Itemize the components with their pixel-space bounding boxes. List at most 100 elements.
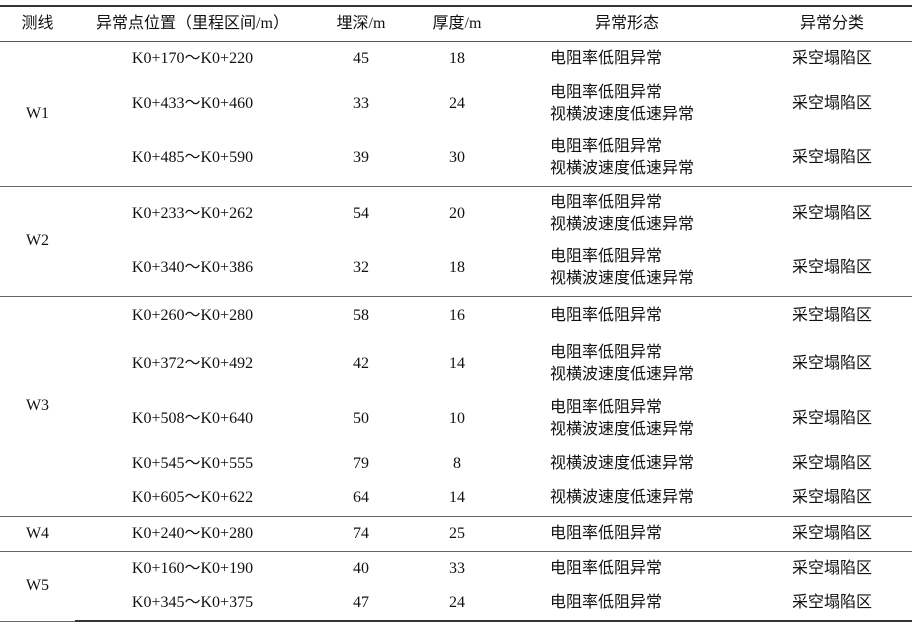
range-cell: K0+233～K0+262 bbox=[131, 204, 254, 222]
thickness-cell: 14 bbox=[449, 354, 465, 372]
depth-cell: 45 bbox=[353, 49, 369, 67]
form-cell: 视横波速度低速异常 bbox=[502, 446, 752, 481]
thickness-cell: 25 bbox=[412, 516, 502, 552]
depth-cell: 54 bbox=[353, 204, 369, 222]
thickness-cell: 30 bbox=[412, 131, 502, 187]
survey-line-cell: W4 bbox=[0, 516, 75, 552]
table-row: K0+508～K0+640 50 10 电阻率低阻异常视横波速度低速异常 采空塌陷区 bbox=[0, 391, 912, 446]
form-text: 电阻率低阻异常 bbox=[550, 248, 663, 266]
form-cell: 电阻率低阻异常视横波速度低速异常 bbox=[502, 241, 752, 297]
table-row: K0+345～K0+375 47 24 电阻率低阻异常 采空塌陷区 bbox=[0, 586, 912, 622]
form-text: 视横波速度低速异常 bbox=[550, 489, 695, 507]
category-cell: 采空塌陷区 bbox=[791, 354, 872, 372]
form-text: 电阻率低阻异常 bbox=[550, 559, 663, 577]
range-cell: K0+605～K0+622 bbox=[75, 481, 310, 517]
table-row: K0+340～K0+386 32 18 电阻率低阻异常 视横波速度低速异常 采空塌陷区 bbox=[0, 241, 912, 297]
form-text: 电阻率低阻异常 bbox=[550, 193, 663, 211]
form-cell: 电阻率低阻异常视横波速度低速异常 bbox=[502, 131, 752, 187]
depth-cell: 50 bbox=[353, 409, 369, 427]
form-text: 视横波速度低速异常 bbox=[550, 160, 695, 178]
depth-cell: 64 bbox=[310, 481, 412, 517]
category-cell: 采空塌陷区 bbox=[791, 204, 872, 222]
category-cell: 采空塌陷区 bbox=[791, 409, 872, 427]
thickness-cell: 18 bbox=[449, 49, 465, 67]
form-cell: 电阻率低阻异常 视横波速度低速异常 bbox=[502, 336, 752, 391]
range-cell: K0+508～K0+640 bbox=[131, 409, 254, 427]
survey-line-cell: W5 bbox=[0, 551, 75, 622]
header-category: 异常分类 bbox=[752, 5, 912, 42]
form-text: 视横波速度低速异常 bbox=[550, 215, 695, 233]
thickness-cell: 33 bbox=[449, 559, 465, 577]
form-cell: 电阻率低阻异常视横波速度低速异常 bbox=[502, 391, 752, 446]
table-row: W2 K0+233～K0+262 54 20 电阻率低阻异常 视横波速度低速异常 采空塌陷区 bbox=[0, 186, 912, 297]
category-cell: 采空塌陷区 bbox=[752, 516, 912, 552]
range-cell: K0+345～K0+375 bbox=[75, 586, 310, 622]
thickness-cell: 8 bbox=[453, 454, 461, 472]
table-row: K0+433～K0+460 33 24 电阻率低阻异常 视横波速度低速异常 采空塌陷区 bbox=[0, 76, 912, 131]
thickness-cell: 16 bbox=[449, 307, 465, 325]
depth-cell: 32 bbox=[310, 241, 412, 297]
form-text: 电阻率低阻异常 bbox=[550, 83, 663, 101]
range-cell: K0+260～K0+280 bbox=[131, 307, 254, 325]
thickness-cell: 14 bbox=[412, 481, 502, 517]
thickness-cell: 20 bbox=[449, 204, 465, 222]
category-cell: 采空塌陷区 bbox=[752, 481, 912, 517]
form-text: 电阻率低阻异常 bbox=[550, 594, 663, 611]
range-cell: K0+485～K0+590 bbox=[75, 131, 310, 187]
form-cell: 电阻率低阻异常 bbox=[502, 551, 752, 586]
table-row: W3 K0+260～K0+280 58 16 电阻率低阻异常 采空塌陷区 bbox=[0, 296, 912, 517]
survey-line-cell: W3 bbox=[0, 296, 75, 517]
category-cell: 采空塌陷区 bbox=[752, 241, 912, 297]
range-cell: K0+340～K0+386 bbox=[75, 241, 310, 297]
form-text: 视横波速度低速异常 bbox=[550, 270, 695, 288]
category-cell: 采空塌陷区 bbox=[752, 131, 912, 187]
form-text: 电阻率低阻异常 bbox=[550, 398, 663, 416]
range-cell: K0+160～K0+190 bbox=[131, 559, 254, 577]
table-row: K0+545～K0+555 79 8 视横波速度低速异常 采空塌陷区 bbox=[0, 446, 912, 481]
form-cell: 电阻率低阻异常视横波速度低速异常 bbox=[502, 186, 752, 241]
form-text: 电阻率低阻异常 bbox=[550, 343, 663, 361]
category-cell: 采空塌陷区 bbox=[791, 49, 872, 67]
table-row: K0+372～K0+492 42 14 电阻率低阻异常 视横波速度低速异常 采空塌陷区 bbox=[0, 336, 912, 391]
table-row: W4 K0+240～K0+280 74 25 电阻率低阻异常 采空塌陷区 bbox=[0, 516, 912, 552]
category-cell: 采空塌陷区 bbox=[791, 94, 872, 112]
form-cell: 电阻率低阻异常视横波速度低速异常 bbox=[502, 76, 752, 131]
thickness-cell: 24 bbox=[412, 586, 502, 622]
form-cell: 电阻率低阻异常 bbox=[502, 41, 752, 76]
range-cell: K0+170～K0+220 bbox=[131, 49, 254, 67]
category-cell: 采空塌陷区 bbox=[791, 454, 872, 472]
range-cell: K0+240～K0+280 bbox=[75, 516, 310, 552]
survey-line-cell: W2 bbox=[0, 186, 75, 297]
depth-cell: 39 bbox=[310, 131, 412, 187]
form-cell: 电阻率低阻异常 bbox=[502, 516, 752, 552]
form-cell: 视横波速度低速异常 bbox=[502, 481, 752, 517]
table-row: W1 K0+170～K0+220 45 18 电阻率低阻异常 采空塌陷区 bbox=[0, 41, 912, 187]
thickness-cell: 18 bbox=[412, 241, 502, 297]
table-body: W1 K0+170～K0+220 45 18 电阻率低阻异常 采空塌陷区 K0+433～K0… bbox=[0, 41, 912, 622]
survey-line-cell: W1 bbox=[0, 41, 75, 187]
form-text: 电阻率低阻异常 bbox=[550, 49, 663, 67]
form-text: 视横波速度低速异常 bbox=[550, 454, 695, 472]
form-cell: 电阻率低阻异常 bbox=[502, 296, 752, 336]
table-row: W5 K0+160～K0+190 40 33 电阻率低阻异常 采空塌陷区 bbox=[0, 551, 912, 622]
table-row: K0+605～K0+622 64 14 视横波速度低速异常 采空塌陷区 bbox=[0, 481, 912, 517]
category-cell: 采空塌陷区 bbox=[791, 559, 872, 577]
header-thickness: 厚度/m bbox=[412, 5, 502, 42]
form-cell: 电阻率低阻异常 bbox=[502, 586, 752, 622]
header-depth: 埋深/m bbox=[310, 5, 412, 42]
category-cell: 采空塌陷区 bbox=[791, 307, 872, 325]
form-text: 电阻率低阻异常 bbox=[550, 138, 663, 156]
form-text: 电阻率低阻异常 bbox=[550, 524, 663, 542]
depth-cell: 79 bbox=[353, 454, 369, 472]
depth-cell: 47 bbox=[310, 586, 412, 622]
category-cell: 采空塌陷区 bbox=[752, 586, 912, 622]
header-line: 测线 bbox=[0, 5, 75, 42]
range-cell: K0+433～K0+460 bbox=[131, 94, 254, 112]
thickness-cell: 10 bbox=[449, 409, 465, 427]
range-cell: K0+545～K0+555 bbox=[131, 454, 254, 472]
form-text: 视横波速度低速异常 bbox=[550, 420, 695, 438]
header-form: 异常形态 bbox=[502, 5, 752, 42]
depth-cell: 33 bbox=[353, 94, 369, 112]
header-row: 测线 异常点位置（里程区间/m） 埋深/m 厚度/m 异常形态 异常分类 bbox=[0, 5, 912, 42]
form-text: 视横波速度低速异常 bbox=[550, 105, 695, 123]
